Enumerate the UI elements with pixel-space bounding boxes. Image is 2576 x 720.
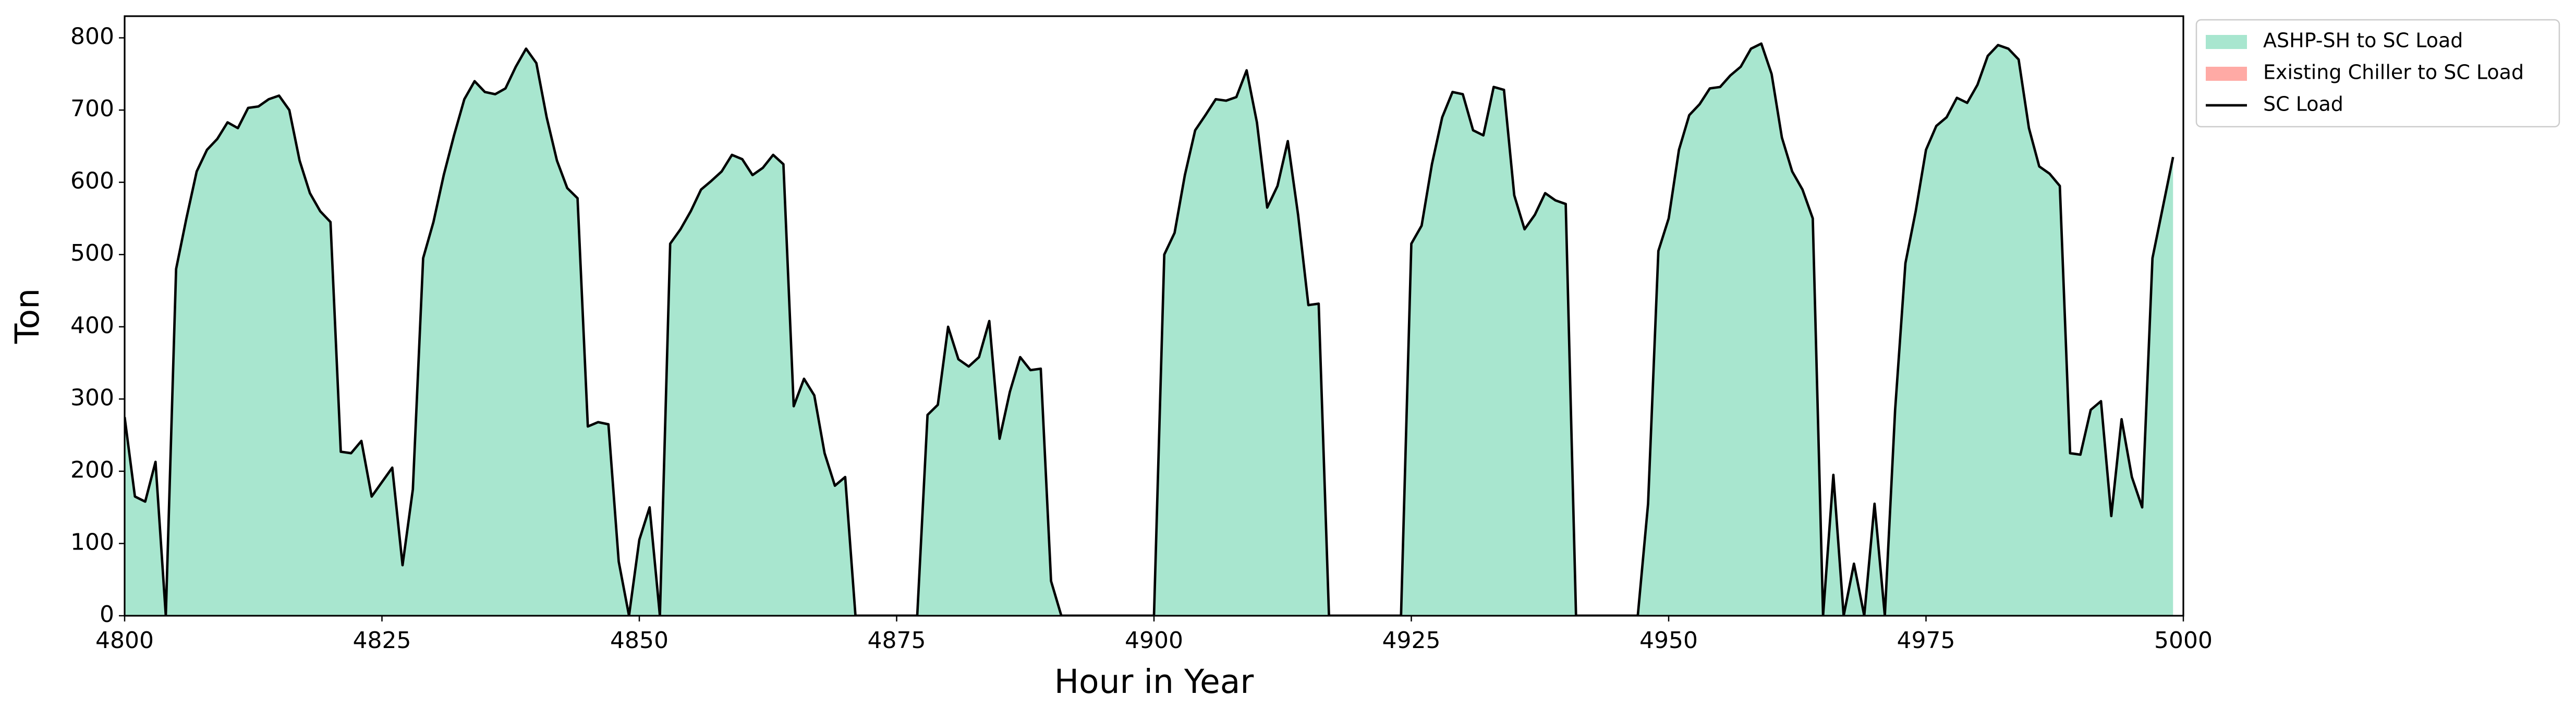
x-tick-label: 4975 (1897, 627, 1955, 654)
y-tick-label: 100 (70, 529, 114, 555)
x-tick-label: 4825 (353, 627, 411, 654)
y-tick-label: 500 (70, 240, 114, 266)
y-tick-label: 300 (70, 384, 114, 411)
y-tick-label: 200 (70, 457, 114, 483)
x-tick-label: 4900 (1125, 627, 1183, 654)
legend-label: Existing Chiller to SC Load (2263, 61, 2524, 84)
x-tick-label: 4925 (1382, 627, 1441, 654)
area (125, 43, 2173, 616)
y-tick-label: 600 (70, 168, 114, 194)
y-tick-label: 800 (70, 23, 114, 50)
y-tick-label: 0 (100, 601, 114, 628)
x-tick-label: 4875 (868, 627, 926, 654)
x-tick-label: 4800 (95, 627, 154, 654)
x-axis-label: Hour in Year (1054, 663, 1254, 701)
x-tick-label: 5000 (2154, 627, 2213, 654)
x-tick-label: 4850 (610, 627, 669, 654)
y-axis-label: Ton (8, 288, 46, 344)
y-tick-label: 400 (70, 312, 114, 339)
y-tick-label: 700 (70, 95, 114, 122)
legend-swatch (2206, 35, 2247, 49)
legend-swatch (2206, 67, 2247, 81)
x-tick-label: 4950 (1639, 627, 1698, 654)
legend-label: SC Load (2263, 93, 2343, 116)
legend-box (2195, 19, 2560, 128)
legend-label: ASHP-SH to SC Load (2263, 29, 2463, 52)
line (125, 42, 2174, 616)
